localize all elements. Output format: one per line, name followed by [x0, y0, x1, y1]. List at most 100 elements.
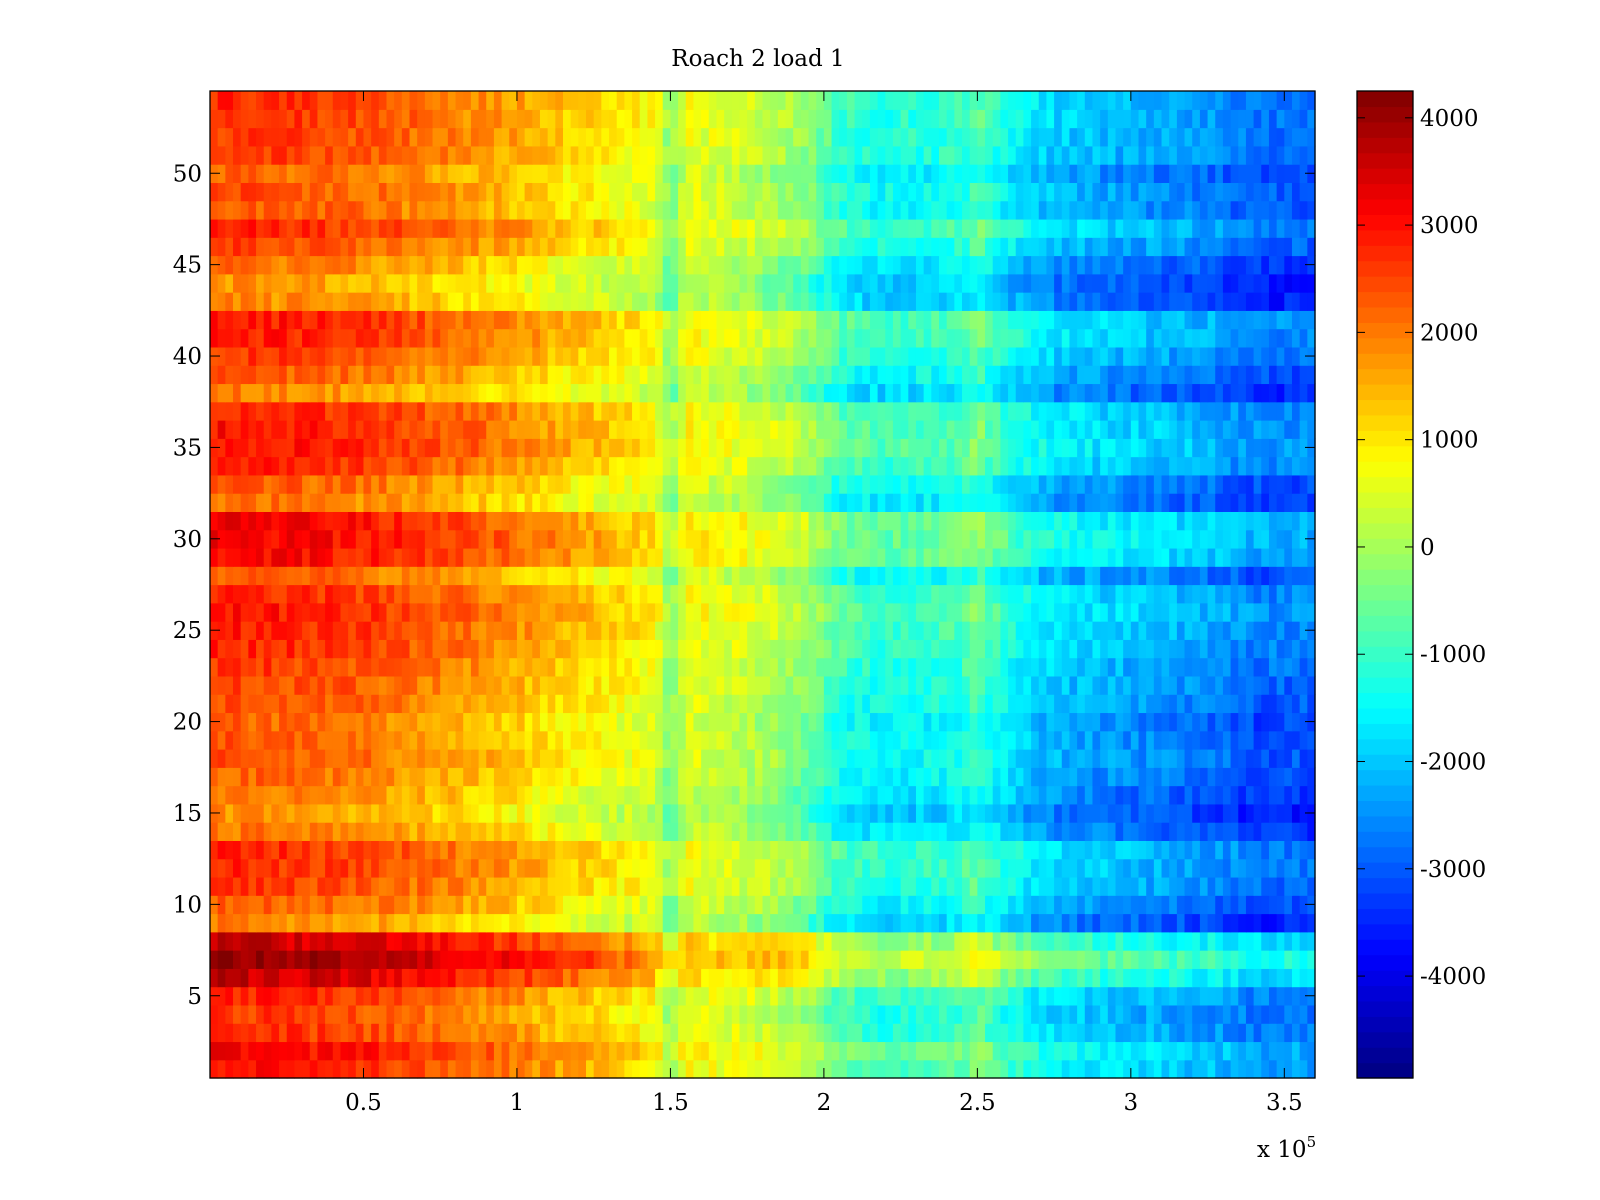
- heatmap-cell: [317, 785, 326, 805]
- heatmap-cell: [923, 675, 932, 695]
- heatmap-cell: [731, 584, 741, 604]
- heatmap-cell: [493, 675, 503, 695]
- heatmap-cell: [1207, 493, 1216, 512]
- heatmap-cell: [1176, 566, 1186, 586]
- heatmap-cell: [823, 456, 833, 476]
- heatmap-cell: [539, 529, 549, 549]
- heatmap-cell: [724, 438, 733, 458]
- heatmap-cell: [440, 474, 449, 494]
- heatmap-cell: [915, 639, 925, 659]
- heatmap-cell: [447, 547, 457, 567]
- heatmap-cell: [340, 1004, 349, 1024]
- heatmap-cell: [639, 749, 648, 768]
- heatmap-cell: [233, 621, 242, 640]
- heatmap-cell: [309, 511, 319, 531]
- heatmap-cell: [225, 474, 234, 494]
- heatmap-cell: [1230, 1004, 1239, 1024]
- heatmap-cell: [616, 986, 625, 1006]
- heatmap-cell: [1031, 712, 1040, 732]
- heatmap-cell: [946, 1041, 955, 1061]
- heatmap-cell: [616, 712, 625, 732]
- heatmap-cell: [593, 474, 602, 494]
- heatmap-cell: [762, 456, 771, 476]
- heatmap-cell: [279, 840, 288, 860]
- heatmap-cell: [831, 822, 840, 841]
- heatmap-cell: [516, 547, 526, 567]
- heatmap-cell: [1023, 785, 1032, 805]
- heatmap-cell: [747, 730, 756, 750]
- heatmap-cell: [1015, 1059, 1024, 1079]
- heatmap-cell: [348, 456, 357, 476]
- heatmap-cell: [256, 1004, 265, 1024]
- heatmap-cell: [708, 986, 718, 1006]
- heatmap-cell: [317, 602, 326, 622]
- heatmap-cell: [969, 749, 978, 768]
- heatmap-cell: [1138, 584, 1147, 604]
- heatmap-cell: [286, 767, 296, 787]
- heatmap-cell: [624, 840, 633, 860]
- heatmap-cell: [1130, 712, 1140, 732]
- heatmap-cell: [294, 858, 303, 878]
- heatmap-cell: [1215, 1004, 1224, 1024]
- heatmap-cell: [478, 584, 487, 604]
- heatmap-cell: [977, 767, 986, 787]
- heatmap-cell: [455, 474, 464, 494]
- heatmap-cell: [846, 803, 856, 823]
- heatmap-cell: [516, 730, 526, 750]
- heatmap-cell: [1008, 566, 1017, 586]
- heatmap-cell: [493, 1023, 503, 1043]
- heatmap-cell: [401, 602, 411, 622]
- heatmap-cell: [954, 858, 963, 878]
- heatmap-cell: [355, 511, 365, 531]
- heatmap-cell: [739, 456, 748, 476]
- heatmap-cell: [555, 749, 564, 768]
- heatmap-cell: [647, 1023, 656, 1043]
- heatmap-cell: [279, 694, 288, 714]
- heatmap-cell: [616, 474, 625, 494]
- heatmap-cell: [1038, 931, 1048, 951]
- heatmap-cell: [555, 785, 564, 805]
- heatmap-cell: [992, 767, 1001, 787]
- heatmap-cell: [555, 529, 564, 549]
- heatmap-cell: [233, 931, 242, 951]
- heatmap-cell: [693, 456, 702, 476]
- heatmap-cell: [210, 950, 219, 969]
- heatmap-cell: [539, 511, 549, 531]
- heatmap-cell: [624, 639, 633, 659]
- heatmap-cell: [1284, 584, 1293, 604]
- heatmap-cell: [839, 1059, 848, 1079]
- heatmap-cell: [455, 1059, 464, 1079]
- heatmap-cell: [555, 986, 564, 1006]
- heatmap-cell: [1253, 749, 1262, 768]
- heatmap-cell: [1299, 840, 1308, 860]
- heatmap-cell: [248, 621, 257, 640]
- heatmap-cell: [302, 1041, 311, 1061]
- heatmap-cell: [601, 639, 610, 659]
- heatmap-cell: [678, 584, 687, 604]
- heatmap-cell: [302, 950, 311, 969]
- heatmap-cell: [486, 547, 495, 567]
- heatmap-cell: [908, 657, 917, 677]
- heatmap-cell: [800, 675, 810, 695]
- heatmap-cell: [785, 767, 794, 787]
- heatmap-cell: [1230, 931, 1239, 951]
- heatmap-cell: [693, 675, 702, 695]
- heatmap-cell: [1107, 493, 1117, 512]
- heatmap-cell: [417, 749, 426, 768]
- heatmap-cell: [609, 913, 618, 933]
- heatmap-cell: [1307, 749, 1316, 768]
- heatmap-cell: [655, 1004, 664, 1024]
- heatmap-cell: [263, 986, 272, 1006]
- heatmap-cell: [1061, 493, 1071, 512]
- heatmap-cell: [1261, 584, 1270, 604]
- heatmap-cell: [716, 876, 725, 896]
- heatmap-cell: [401, 950, 411, 969]
- heatmap-cell: [509, 1059, 518, 1079]
- heatmap-cell: [1038, 493, 1048, 512]
- heatmap-cell: [854, 547, 863, 567]
- heatmap-cell: [754, 675, 764, 695]
- heatmap-cell: [409, 1004, 418, 1024]
- heatmap-cell: [555, 602, 564, 622]
- heatmap-cell: [1077, 1059, 1086, 1079]
- heatmap-cell: [210, 493, 219, 512]
